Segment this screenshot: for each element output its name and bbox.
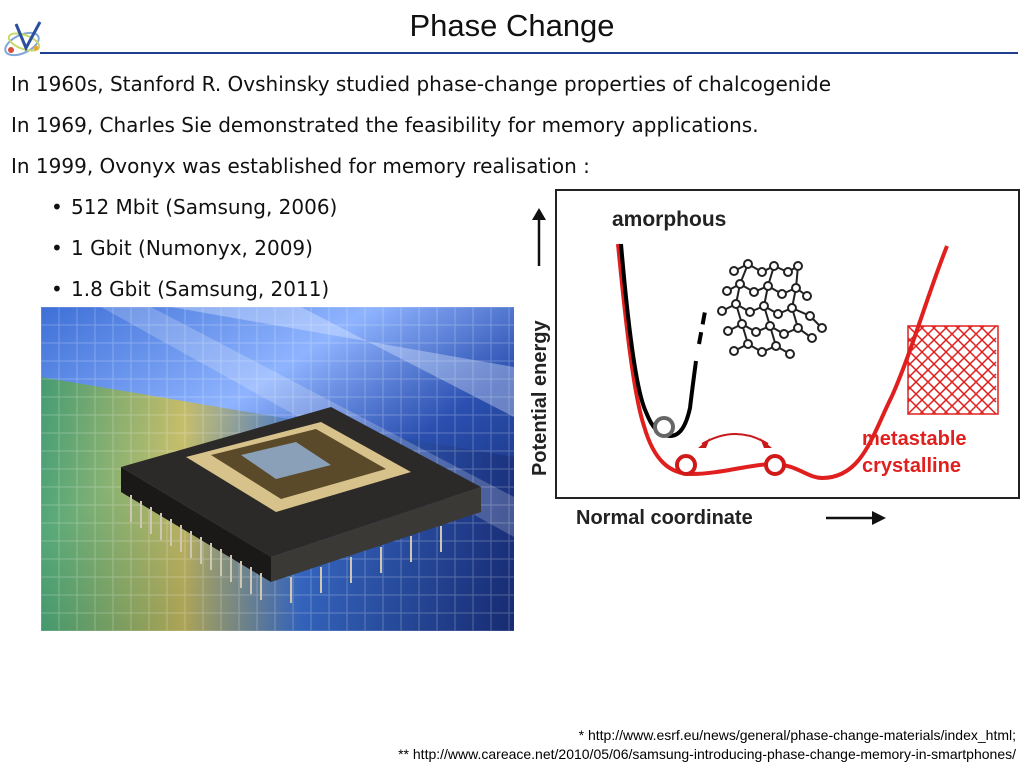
bullet-icon: • <box>51 195 63 219</box>
bullet-icon: • <box>51 236 63 260</box>
crystalline-label: crystalline <box>862 455 961 477</box>
slide-body: In 1960s, Stanford R. Ovshinsky studied … <box>11 70 831 316</box>
page-title: Phase Change <box>409 8 615 43</box>
history-line-1960s: In 1960s, Stanford R. Ovshinsky studied … <box>11 72 831 96</box>
bullet-text: 1 Gbit (Numonyx, 2009) <box>71 236 313 260</box>
chip-wafer-photo <box>41 307 514 631</box>
reference-2: ** http://www.careace.net/2010/05/06/sam… <box>398 746 1016 762</box>
list-item: • 1.8 Gbit (Samsung, 2011) <box>11 275 831 316</box>
metastable-label: metastable <box>862 428 967 450</box>
y-axis-label: Potential energy <box>529 320 551 476</box>
amorphous-label: amorphous <box>612 208 726 231</box>
amorphous-state-marker <box>653 416 675 438</box>
x-axis-arrowhead <box>872 511 886 525</box>
title-underline <box>40 52 1018 54</box>
history-line-1999: In 1999, Ovonyx was established for memo… <box>11 154 590 178</box>
transition-arrowhead-right <box>760 438 772 448</box>
y-axis-arrowhead <box>532 208 546 220</box>
amorphous-network-icon <box>717 259 827 359</box>
transition-arrowhead-left <box>698 438 710 448</box>
reference-1: * http://www.esrf.eu/news/general/phase-… <box>578 727 1016 743</box>
bullet-text: 512 Mbit (Samsung, 2006) <box>71 195 338 219</box>
potential-energy-diagram: amorphous metastable crystalline Potenti… <box>529 189 1020 529</box>
amorphous-curve-dashed <box>697 305 708 345</box>
history-line-1969: In 1969, Charles Sie demonstrated the fe… <box>11 113 759 137</box>
bullet-text: 1.8 Gbit (Samsung, 2011) <box>71 277 330 301</box>
crystalline-state-marker-1 <box>675 454 697 476</box>
x-axis-label: Normal coordinate <box>576 507 753 529</box>
crystalline-state-marker-2 <box>764 454 786 476</box>
logo-icon <box>4 21 42 57</box>
list-item: • 1 Gbit (Numonyx, 2009) <box>11 234 831 275</box>
bullet-icon: • <box>51 277 63 301</box>
references: * http://www.esrf.eu/news/general/phase-… <box>398 726 1016 764</box>
list-item: • 512 Mbit (Samsung, 2006) <box>11 193 831 234</box>
crystalline-lattice-icon <box>907 325 999 415</box>
